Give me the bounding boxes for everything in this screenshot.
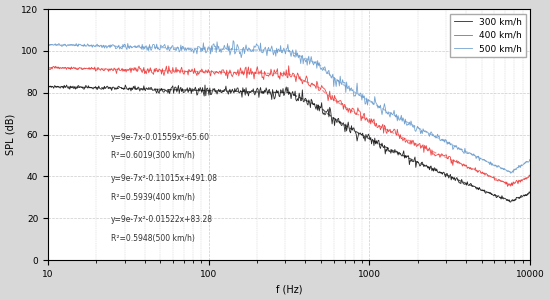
300 km/h <box>508 200 514 204</box>
Text: y=9e-7x²-0.01522x+83.28: y=9e-7x²-0.01522x+83.28 <box>111 215 213 224</box>
Line: 500 km/h: 500 km/h <box>48 40 530 173</box>
300 km/h <box>130 85 137 88</box>
400 km/h <box>263 74 270 77</box>
400 km/h <box>504 184 511 188</box>
500 km/h <box>130 45 137 48</box>
500 km/h <box>45 44 51 47</box>
Line: 300 km/h: 300 km/h <box>48 85 530 202</box>
Y-axis label: SPL (dB): SPL (dB) <box>6 114 15 155</box>
300 km/h <box>527 192 534 195</box>
300 km/h <box>367 137 373 141</box>
X-axis label: f (Hz): f (Hz) <box>276 284 303 294</box>
500 km/h <box>169 44 175 48</box>
Text: R²=0.5939(400 km/h): R²=0.5939(400 km/h) <box>111 193 195 202</box>
400 km/h <box>169 71 175 75</box>
500 km/h <box>329 72 336 76</box>
500 km/h <box>527 158 534 161</box>
500 km/h <box>367 99 374 103</box>
300 km/h <box>408 160 414 163</box>
300 km/h <box>45 83 51 87</box>
300 km/h <box>329 122 336 126</box>
400 km/h <box>45 66 51 69</box>
400 km/h <box>285 64 292 68</box>
500 km/h <box>409 122 415 126</box>
400 km/h <box>130 69 137 72</box>
400 km/h <box>409 142 415 146</box>
300 km/h <box>263 86 270 90</box>
500 km/h <box>263 54 270 58</box>
400 km/h <box>329 97 336 101</box>
500 km/h <box>508 172 514 175</box>
Text: R²=0.6019(300 km/h): R²=0.6019(300 km/h) <box>111 152 195 160</box>
Text: y=9e-7x-0.01559x²-65.60: y=9e-7x-0.01559x²-65.60 <box>111 133 210 142</box>
Text: y=9e-7x²-0.11015x+491.08: y=9e-7x²-0.11015x+491.08 <box>111 174 218 183</box>
400 km/h <box>527 175 534 178</box>
300 km/h <box>169 85 175 89</box>
Line: 400 km/h: 400 km/h <box>48 66 530 186</box>
400 km/h <box>367 122 374 126</box>
500 km/h <box>230 39 236 42</box>
Text: R²=0.5948(500 km/h): R²=0.5948(500 km/h) <box>111 234 195 243</box>
Legend: 300 km/h, 400 km/h, 500 km/h: 300 km/h, 400 km/h, 500 km/h <box>450 14 526 57</box>
